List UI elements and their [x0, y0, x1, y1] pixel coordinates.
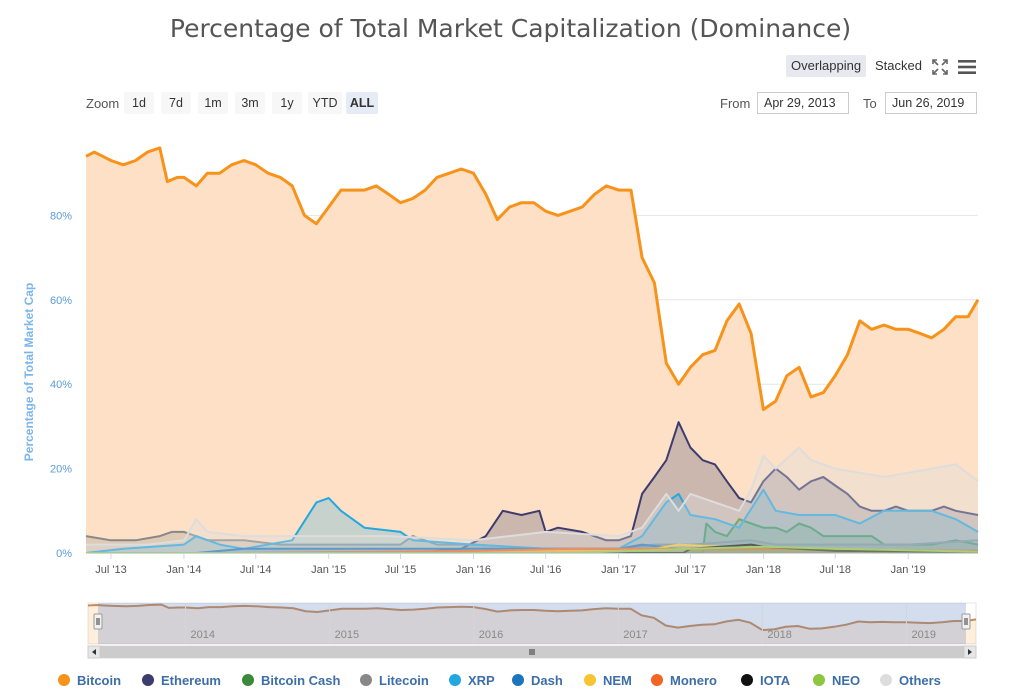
legend-label: Litecoin [379, 672, 429, 688]
legend-item-bitcoin-cash[interactable]: Bitcoin Cash [242, 671, 340, 689]
arrow-left-icon[interactable] [87, 645, 101, 659]
legend-item-others[interactable]: Others [880, 671, 941, 689]
overlapping-button[interactable]: Overlapping [786, 55, 867, 77]
legend-label: NEM [603, 672, 632, 688]
legend-dot-icon [360, 674, 372, 686]
series-area [86, 548, 978, 553]
to-date-input[interactable]: Jun 26, 2019 [885, 92, 977, 114]
series-others[interactable] [86, 446, 979, 554]
zoom-button-3m[interactable]: 3m [235, 92, 265, 114]
legend-label: Bitcoin Cash [261, 672, 341, 688]
x-tick-label: Jul '17 [675, 564, 706, 576]
chart-title: Percentage of Total Market Capitalizatio… [169, 14, 852, 43]
navigator-mask[interactable] [98, 603, 966, 644]
x-tick-label: Jan '16 [456, 564, 491, 576]
navigator-area [88, 604, 976, 644]
navigator-right-handle[interactable] [961, 613, 971, 630]
grip-icon[interactable] [529, 649, 535, 655]
arrow-right-icon[interactable] [963, 645, 977, 659]
fullscreen-icon[interactable] [931, 58, 949, 76]
x-tick-label: Jan '17 [601, 564, 636, 576]
legend-item-ethereum[interactable]: Ethereum [142, 671, 221, 689]
zoom-button-ytd[interactable]: YTD [308, 92, 342, 114]
legend-item-monero[interactable]: Monero [651, 671, 717, 689]
zoom-button-1m[interactable]: 1m [198, 92, 228, 114]
series-bitcoin[interactable] [85, 146, 980, 553]
x-tick-label: Jul '14 [240, 564, 271, 576]
legend-label: XRP [468, 672, 495, 688]
legend-dot-icon [512, 674, 524, 686]
legend-dot-icon [58, 674, 70, 686]
legend-dot-icon [651, 674, 663, 686]
legend-label: Monero [670, 672, 717, 688]
zoom-button-1y[interactable]: 1y [272, 92, 302, 114]
x-tick-label: Jul '18 [819, 564, 850, 576]
legend-item-litecoin[interactable]: Litecoin [360, 671, 429, 689]
x-tick-label: Jul '15 [385, 564, 416, 576]
legend-label: IOTA [760, 672, 791, 688]
y-tick-label: 60% [50, 295, 72, 307]
to-label: To [863, 96, 877, 111]
series-line [86, 421, 979, 554]
navigator-year-label: 2017 [623, 629, 647, 641]
legend-item-iota[interactable]: IOTA [741, 671, 790, 689]
legend-item-dash[interactable]: Dash [512, 671, 563, 689]
navigator-line [87, 603, 977, 632]
dominance-chart: 0% 20% 40% 60% 80% Percentage of Total Market… [22, 146, 980, 659]
series-area [86, 546, 978, 553]
series-line [85, 530, 979, 550]
x-tick-label: Jul '16 [530, 564, 561, 576]
navigator-year-label: 2019 [912, 629, 936, 641]
legend-item-bitcoin[interactable]: Bitcoin [58, 671, 121, 689]
y-axis-title: Percentage of Total Market Cap [22, 283, 36, 462]
zoom-button-1d[interactable]: 1d [124, 92, 154, 114]
legend-dot-icon [813, 674, 825, 686]
y-tick-label: 40% [50, 379, 72, 391]
legend-label: Others [899, 672, 941, 688]
navigator-year-label: 2016 [479, 629, 503, 641]
x-tick-label: Jan '18 [746, 564, 781, 576]
series-area [86, 489, 978, 553]
x-tick-label: Jan '14 [166, 564, 201, 576]
series-line [85, 146, 980, 411]
x-tick-label: Jul '13 [95, 564, 126, 576]
legend-label: Dash [531, 672, 563, 688]
navigator-left-handle[interactable] [93, 613, 103, 630]
legend-label: Bitcoin [77, 672, 122, 688]
stacked-button[interactable]: Stacked [875, 58, 922, 73]
legend-item-xrp[interactable]: XRP [449, 671, 495, 689]
legend-item-nem[interactable]: NEM [584, 671, 632, 689]
series-area [86, 422, 978, 553]
legend-label: Ethereum [161, 672, 221, 688]
y-tick-label: 20% [50, 464, 72, 476]
series-area [86, 544, 978, 553]
series-ethereum[interactable] [86, 421, 979, 554]
series-line [85, 488, 979, 554]
legend-dot-icon [242, 674, 254, 686]
legend-label: NEO [832, 672, 861, 688]
legend-item-neo[interactable]: NEO [813, 671, 860, 689]
zoom-button-7d[interactable]: 7d [161, 92, 191, 114]
zoom-label: Zoom [86, 96, 120, 111]
series-line [86, 446, 979, 546]
hamburger-menu-icon[interactable] [957, 58, 977, 76]
y-tick-label: 0% [56, 548, 72, 560]
legend-dot-icon [584, 674, 596, 686]
from-date-input[interactable]: Apr 29, 2013 [757, 92, 849, 114]
zoom-button-all[interactable]: ALL [346, 92, 378, 114]
x-tick-label: Jan '15 [311, 564, 346, 576]
navigator-year-label: 2015 [335, 629, 359, 641]
series-xrp[interactable] [85, 488, 979, 554]
legend-dot-icon [449, 674, 461, 686]
legend-dot-icon [741, 674, 753, 686]
from-label: From [720, 96, 751, 111]
legend-dot-icon [880, 674, 892, 686]
navigator-year-label: 2014 [191, 629, 215, 641]
x-tick-label: Jan '19 [891, 564, 926, 576]
navigator-year-label: 2018 [767, 629, 791, 641]
y-tick-label: 80% [50, 210, 72, 222]
series-area [86, 447, 978, 553]
series-area [86, 147, 978, 553]
legend-dot-icon [142, 674, 154, 686]
